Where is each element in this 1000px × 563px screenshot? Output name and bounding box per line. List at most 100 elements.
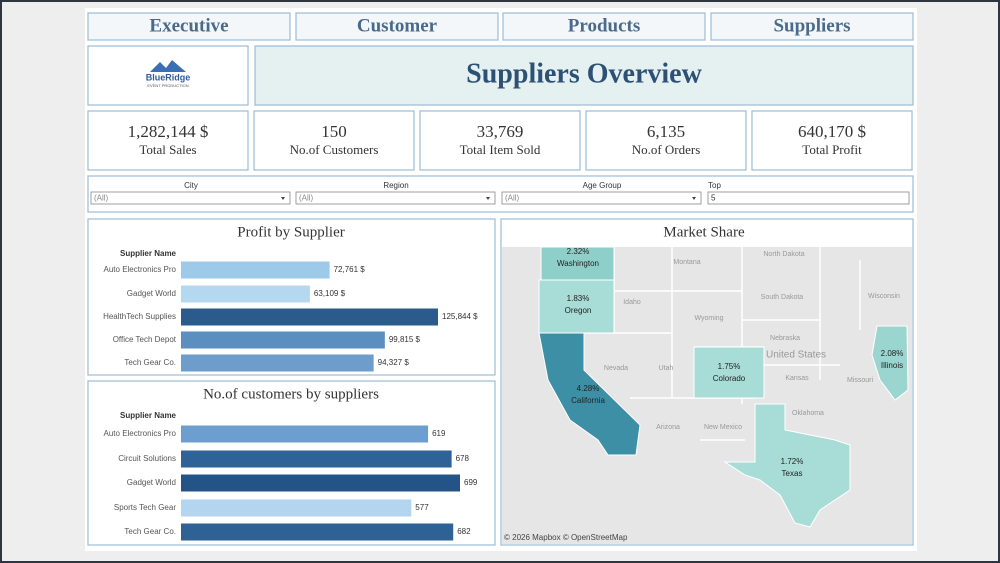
kpi-card bbox=[419, 110, 581, 171]
place-label: Wisconsin bbox=[868, 293, 900, 300]
kpi-card bbox=[253, 110, 415, 171]
map-region[interactable] bbox=[538, 279, 615, 334]
tab-label[interactable]: Executive bbox=[149, 15, 228, 36]
category-label: Office Tech Depot bbox=[113, 335, 177, 344]
place-label: Kansas bbox=[785, 375, 809, 382]
axis-title: Supplier Name bbox=[120, 249, 177, 258]
filter-input[interactable] bbox=[295, 191, 496, 205]
place-label: New Mexico bbox=[704, 424, 742, 431]
value-label: 678 bbox=[456, 454, 470, 463]
place-label: Oklahoma bbox=[792, 410, 824, 417]
value-label: 577 bbox=[415, 503, 429, 512]
value-label: 72,761 $ bbox=[334, 265, 366, 274]
bar bbox=[181, 450, 452, 468]
category-label: Circuit Solutions bbox=[118, 454, 176, 463]
axis-title: Supplier Name bbox=[120, 411, 177, 420]
map-region[interactable] bbox=[693, 346, 765, 399]
region-name: Texas bbox=[782, 469, 803, 478]
place-label: United States bbox=[766, 350, 826, 361]
panel bbox=[254, 45, 914, 106]
filter-label: Age Group bbox=[583, 181, 622, 190]
place-label: Arizona bbox=[656, 424, 680, 431]
bar bbox=[181, 331, 385, 349]
place-label: Wyoming bbox=[694, 315, 723, 322]
value-label: 94,327 $ bbox=[378, 358, 410, 367]
filter-value[interactable]: (All) bbox=[505, 194, 520, 203]
filter-label: City bbox=[184, 181, 198, 190]
value-label: 125,844 $ bbox=[442, 312, 478, 321]
value-label: 619 bbox=[432, 429, 446, 438]
tab-label[interactable]: Customer bbox=[357, 15, 438, 36]
region-name: Illinois bbox=[881, 361, 903, 370]
map-region[interactable] bbox=[723, 403, 851, 528]
category-label: Gadget World bbox=[127, 289, 176, 298]
place-label: Idaho bbox=[623, 299, 641, 306]
place-label: Utah bbox=[659, 365, 674, 372]
filter-value[interactable]: (All) bbox=[94, 194, 109, 203]
kpi-label: Total Item Sold bbox=[460, 142, 541, 157]
filter-value[interactable]: (All) bbox=[299, 194, 314, 203]
logo-name: BlueRidge bbox=[146, 72, 191, 82]
place-label: Nebraska bbox=[770, 335, 800, 342]
kpi-value: 33,769 bbox=[477, 122, 524, 141]
category-label: Gadget World bbox=[127, 478, 176, 487]
filter-input[interactable] bbox=[90, 191, 291, 205]
category-label: Auto Electronics Pro bbox=[104, 265, 177, 274]
map-region[interactable] bbox=[871, 325, 909, 401]
tab[interactable] bbox=[710, 12, 914, 41]
panel bbox=[87, 45, 249, 106]
logo-tagline: EVENT PRODUCTION bbox=[147, 83, 188, 88]
kpi-card bbox=[585, 110, 747, 171]
kpi-label: Total Profit bbox=[802, 142, 862, 157]
place-label: South Dakota bbox=[761, 294, 804, 301]
bar bbox=[181, 261, 330, 279]
filter-input[interactable] bbox=[501, 191, 702, 205]
logo-mountain bbox=[150, 60, 186, 72]
region-value: 1.75% bbox=[718, 362, 741, 371]
kpi-value: 6,135 bbox=[647, 122, 685, 141]
bar bbox=[181, 474, 460, 492]
kpi-label: No.of Customers bbox=[290, 142, 379, 157]
region-value: 1.83% bbox=[567, 294, 590, 303]
kpi-card bbox=[87, 110, 249, 171]
tab-label[interactable]: Suppliers bbox=[773, 15, 850, 36]
dropdown-arrow bbox=[692, 197, 696, 200]
bar bbox=[181, 523, 454, 541]
tab-label[interactable]: Products bbox=[568, 15, 640, 36]
region-value: 2.32% bbox=[567, 247, 590, 256]
chart-title: Market Share bbox=[663, 224, 745, 240]
page-title: Suppliers Overview bbox=[466, 58, 702, 89]
region-value: 2.08% bbox=[881, 349, 904, 358]
category-label: Sports Tech Gear bbox=[114, 503, 176, 512]
bar bbox=[181, 499, 412, 517]
category-label: Auto Electronics Pro bbox=[104, 429, 177, 438]
value-label: 699 bbox=[464, 478, 478, 487]
place-label: Nevada bbox=[604, 365, 628, 372]
map-attribution: © 2026 Mapbox © OpenStreetMap bbox=[504, 533, 628, 542]
filter-value[interactable]: 5 bbox=[711, 194, 716, 203]
place-label: Missouri bbox=[847, 377, 874, 384]
region-name: Colorado bbox=[713, 374, 746, 383]
filter-input[interactable] bbox=[707, 191, 910, 205]
bar bbox=[181, 308, 438, 326]
tab[interactable] bbox=[502, 12, 706, 41]
kpi-card bbox=[751, 110, 913, 171]
kpi-value: 150 bbox=[321, 122, 347, 141]
dropdown-arrow bbox=[486, 197, 490, 200]
tab[interactable] bbox=[87, 12, 291, 41]
bar bbox=[181, 285, 310, 303]
region-name: Washington bbox=[557, 259, 599, 268]
category-label: HealthTech Supplies bbox=[103, 312, 176, 321]
tab[interactable] bbox=[295, 12, 499, 41]
map-region[interactable] bbox=[538, 332, 641, 456]
kpi-label: Total Sales bbox=[139, 142, 196, 157]
value-label: 682 bbox=[457, 527, 471, 536]
kpi-value: 1,282,144 $ bbox=[128, 122, 209, 141]
category-label: Tech Gear Co. bbox=[124, 527, 176, 536]
kpi-value: 640,170 $ bbox=[798, 122, 866, 141]
chart-title: Profit by Supplier bbox=[237, 224, 345, 240]
filter-label: Region bbox=[383, 181, 408, 190]
region-name: California bbox=[571, 396, 605, 405]
place-label: Montana bbox=[673, 259, 700, 266]
